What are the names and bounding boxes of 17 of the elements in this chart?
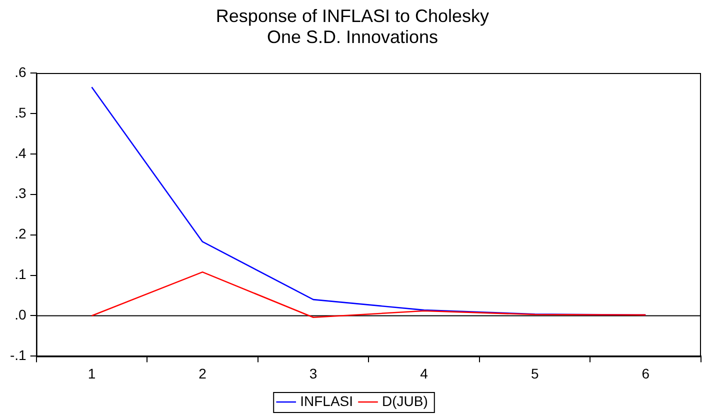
x-tick-label: 1: [88, 365, 96, 382]
x-tick-label: 6: [642, 365, 650, 382]
x-tick-label: 3: [309, 365, 318, 382]
x-tick-label: 5: [530, 365, 539, 382]
y-tick-label: -.1: [10, 347, 27, 364]
y-tick-label: .2: [14, 226, 27, 242]
y-tick-label: .5: [14, 104, 27, 120]
legend-label: D(JUB): [382, 392, 428, 409]
x-tick-label: 4: [420, 365, 428, 382]
y-tick-label: .1: [14, 266, 27, 282]
y-tick-label: .3: [14, 185, 27, 202]
chart-title: Response of INFLASI to Cholesky One S.D. Innovations: [214, 6, 490, 48]
y-tick-label: .6: [14, 64, 27, 80]
legend-label: INFLASI: [300, 392, 354, 409]
y-tick-label: .0: [14, 306, 27, 323]
y-tick-label: .4: [14, 144, 27, 161]
x-tick-label: 2: [198, 365, 207, 382]
